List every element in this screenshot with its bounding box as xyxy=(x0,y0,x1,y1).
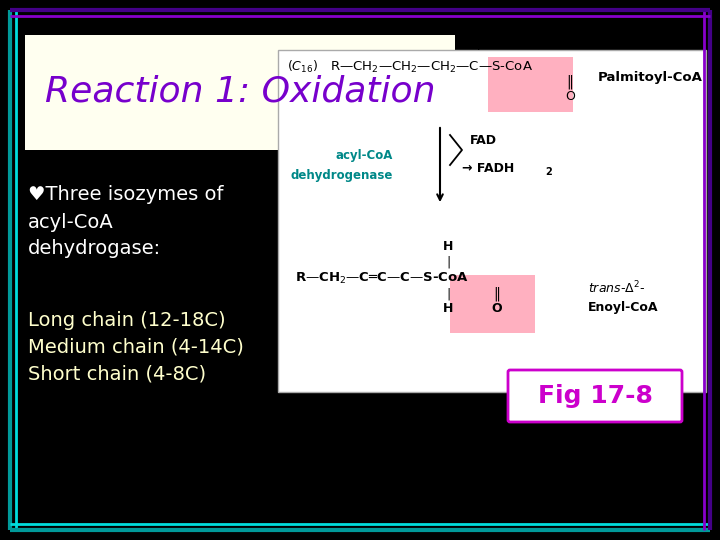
Text: |: | xyxy=(446,255,450,268)
Text: Palmitoyl-CoA: Palmitoyl-CoA xyxy=(598,71,703,84)
Text: Medium chain (4-14C): Medium chain (4-14C) xyxy=(28,338,244,356)
Text: O: O xyxy=(565,91,575,104)
Text: ‖: ‖ xyxy=(494,287,500,301)
Text: $\alpha$: $\alpha$ xyxy=(528,37,538,50)
Text: H: H xyxy=(443,302,453,315)
Text: |: | xyxy=(446,287,450,300)
Text: $(C_{16})$: $(C_{16})$ xyxy=(287,59,318,75)
Bar xyxy=(278,50,706,392)
Text: Enoyl-CoA: Enoyl-CoA xyxy=(588,300,659,314)
Text: 2: 2 xyxy=(545,167,552,177)
Text: H: H xyxy=(443,240,453,253)
Text: R—CH$_2$—C═C—C—S-CoA: R—CH$_2$—C═C—C—S-CoA xyxy=(295,271,469,286)
Text: → FADH: → FADH xyxy=(462,161,514,174)
Text: $trans$-$\Delta^2$-: $trans$-$\Delta^2$- xyxy=(588,280,645,296)
Text: dehydrogase:: dehydrogase: xyxy=(28,240,161,259)
Text: Long chain (12-18C): Long chain (12-18C) xyxy=(28,310,225,329)
Text: ‖: ‖ xyxy=(567,75,573,89)
Text: Fig 17-8: Fig 17-8 xyxy=(538,384,652,408)
Text: dehydrogenase: dehydrogenase xyxy=(291,168,393,181)
FancyBboxPatch shape xyxy=(508,370,682,422)
Text: acyl-CoA: acyl-CoA xyxy=(336,148,393,161)
Text: $\beta$: $\beta$ xyxy=(477,35,487,51)
Text: R—CH$_2$—CH$_2$—CH$_2$—C—S-CoA: R—CH$_2$—CH$_2$—CH$_2$—C—S-CoA xyxy=(330,59,533,75)
Bar xyxy=(25,35,455,150)
Bar xyxy=(488,57,573,112)
Text: FAD: FAD xyxy=(470,133,497,146)
Text: O: O xyxy=(492,302,503,315)
Bar xyxy=(450,275,535,333)
Text: ♥Three isozymes of: ♥Three isozymes of xyxy=(28,186,223,205)
Text: Reaction 1: Oxidation: Reaction 1: Oxidation xyxy=(45,75,436,109)
Text: Short chain (4-8C): Short chain (4-8C) xyxy=(28,364,206,383)
Text: acyl-CoA: acyl-CoA xyxy=(28,213,114,232)
